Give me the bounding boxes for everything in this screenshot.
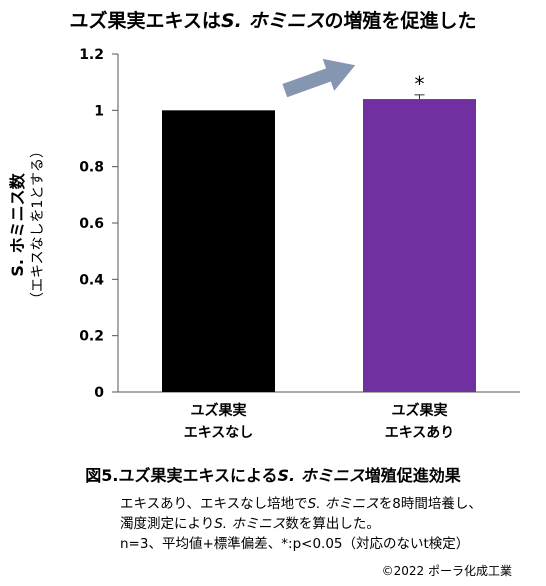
x-category-label: エキスあり [385, 425, 455, 441]
note-line-1-a: エキスあり、エキスなし培地で [120, 496, 308, 512]
y-tick-label: 1 [94, 103, 104, 119]
copyright: ©2022 ポーラ化成工業 [381, 564, 512, 578]
chart-title-italic: S. ホミニス [220, 10, 325, 32]
y-tick-label: 1.2 [79, 47, 104, 63]
note-line-1: エキスあり、エキスなし培地でS. ホミニスを8時間培養し、 [120, 492, 482, 512]
y-tick-label: 0 [94, 385, 104, 401]
y-tick-label: 0.2 [79, 329, 104, 345]
figure-title-italic: S. ホミニス [277, 466, 365, 485]
note-line-1-b: を8時間培養し、 [378, 496, 482, 512]
y-tick-label: 0.8 [79, 160, 104, 176]
note-line-3: n=3、平均値+標準偏差、*:p<0.05（対応のないt検定） [120, 536, 470, 552]
y-tick-label: 0.6 [79, 216, 104, 232]
note-line-2: 濁度測定によりS. ホミニス数を算出した。 [120, 512, 380, 532]
chart-title: ユズ果実エキスはS. ホミニスの増殖を促進した [0, 6, 546, 33]
x-category-label: ユズ果実 [392, 402, 448, 419]
note-line-2-italic: S. ホミニス [214, 516, 286, 532]
x-category-label: ユズ果実 [191, 402, 247, 419]
increase-arrow-icon [282, 58, 356, 98]
figure-title-suffix: 増殖促進効果 [364, 466, 461, 485]
bar [363, 99, 476, 393]
significance-marker: * [415, 72, 425, 96]
y-axis-label-main: S. ホミニス数 [8, 173, 27, 277]
note-line-2-a: 濁度測定により [120, 516, 215, 532]
figure-title: 図5.ユズ果実エキスによるS. ホミニス増殖促進効果 [0, 462, 546, 486]
y-axis-label-sub: （エキスなしを1とする） [30, 143, 46, 307]
chart-title-prefix: ユズ果実エキスは [69, 10, 221, 32]
bar [162, 110, 275, 392]
chart-title-suffix: の増殖を促進した [324, 10, 477, 32]
y-tick-label: 0.4 [79, 272, 104, 288]
x-category-label: エキスなし [184, 425, 254, 441]
increase-arrow-shape [282, 58, 356, 98]
figure-title-prefix: 図5.ユズ果実エキスによる [85, 466, 278, 485]
y-axis-label: S. ホミニス数 （エキスなしを1とする） [8, 120, 48, 330]
note-line-1-italic: S. ホミニス [307, 496, 379, 512]
note-line-2-b: 数を算出した。 [285, 516, 380, 532]
